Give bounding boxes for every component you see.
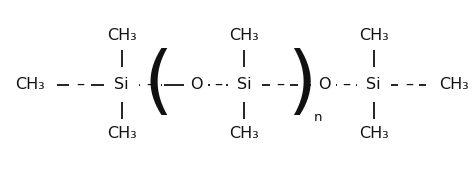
Text: CH₃: CH₃ — [107, 28, 137, 43]
Text: Si: Si — [114, 77, 129, 92]
Text: –: – — [405, 77, 413, 92]
Text: –: – — [214, 77, 222, 92]
Text: CH₃: CH₃ — [359, 28, 388, 43]
Text: CH₃: CH₃ — [359, 126, 388, 141]
Text: CH₃: CH₃ — [229, 126, 259, 141]
Text: (: ( — [143, 48, 173, 121]
Text: n: n — [314, 111, 322, 124]
Text: O: O — [191, 77, 203, 92]
Text: Si: Si — [366, 77, 381, 92]
Text: ): ) — [287, 48, 317, 121]
Text: –: – — [146, 77, 155, 92]
Text: CH₃: CH₃ — [439, 77, 468, 92]
Text: CH₃: CH₃ — [107, 126, 137, 141]
Text: Si: Si — [237, 77, 251, 92]
Text: –: – — [342, 77, 350, 92]
Text: O: O — [318, 77, 330, 92]
Text: CH₃: CH₃ — [15, 77, 45, 92]
Text: –: – — [276, 77, 284, 92]
Text: –: – — [76, 77, 84, 92]
Text: CH₃: CH₃ — [229, 28, 259, 43]
